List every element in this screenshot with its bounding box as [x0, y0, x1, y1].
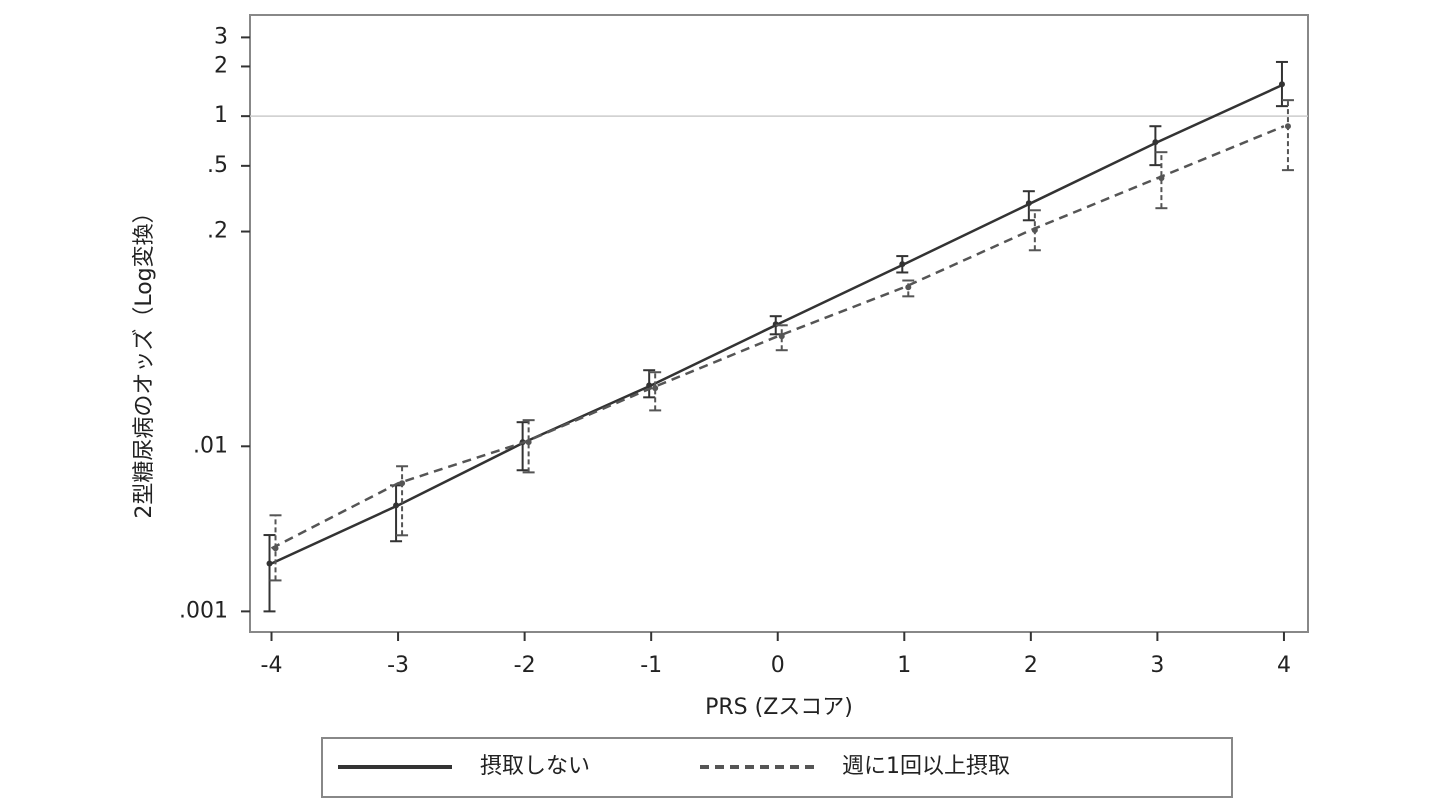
y-tick-label: .2	[207, 219, 228, 244]
x-tick-label: 2	[1024, 653, 1038, 678]
legend-label: 摂取しない	[480, 754, 590, 779]
y-tick-label: 3	[214, 24, 228, 49]
y-tick-label: .001	[179, 598, 228, 623]
error-bar	[649, 371, 662, 412]
error-bar	[902, 279, 915, 298]
point	[1284, 123, 1291, 130]
x-tick-label: -3	[387, 653, 409, 678]
point	[399, 480, 406, 487]
error-bar	[516, 421, 529, 472]
error-bar	[522, 419, 535, 474]
y-tick-label: .5	[207, 153, 228, 178]
point	[652, 385, 659, 392]
error-bar	[1149, 125, 1162, 167]
x-tick-label: -1	[640, 653, 662, 678]
y-tick-label: 2	[214, 53, 228, 78]
point	[266, 560, 273, 567]
series-line	[270, 125, 1285, 550]
x-tick-label: 1	[897, 653, 911, 678]
error-bar	[1281, 99, 1294, 172]
y-tick-label: .01	[193, 433, 228, 458]
y-axis-label: 2型糖尿病のオッズ（Log変換）	[132, 201, 157, 518]
error-bar	[263, 534, 276, 613]
legend-label: 週に1回以上摂取	[842, 754, 1010, 779]
y-tick-label: 1	[214, 103, 228, 128]
error-bar	[396, 465, 409, 537]
series-line	[270, 83, 1285, 565]
x-tick-label: 0	[771, 653, 785, 678]
x-axis-label: PRS (Zスコア)	[705, 695, 853, 720]
x-tick-label: 4	[1277, 653, 1291, 678]
plot-frame	[249, 14, 1309, 633]
x-tick-label: -4	[261, 653, 283, 678]
legend-box	[321, 737, 1233, 798]
x-tick-label: 3	[1150, 653, 1164, 678]
x-tick-label: -2	[514, 653, 536, 678]
